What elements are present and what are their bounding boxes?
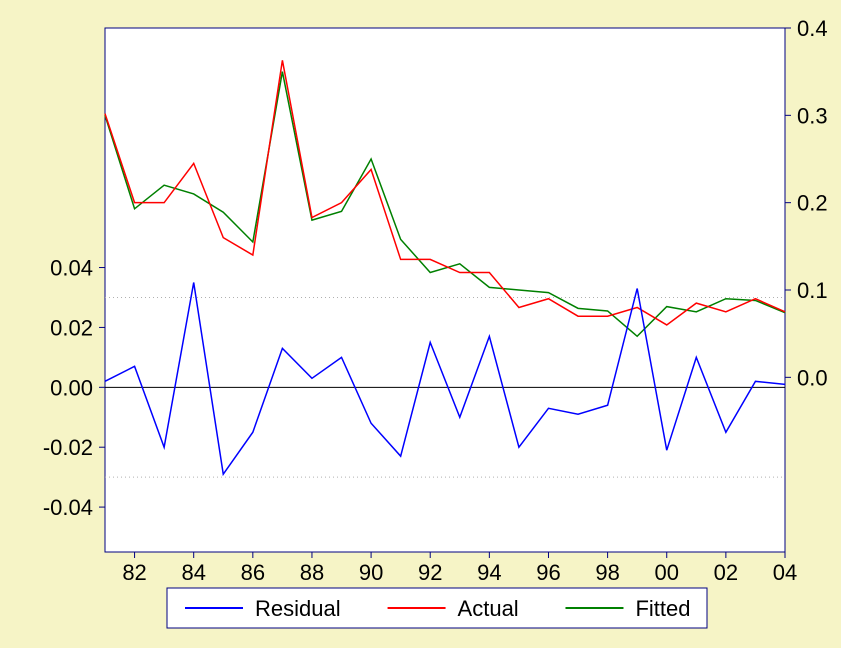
- x-axis-label: 94: [477, 560, 501, 585]
- legend-label: Residual: [255, 596, 341, 621]
- x-axis-label: 96: [536, 560, 560, 585]
- x-axis-label: 82: [122, 560, 146, 585]
- x-axis-label: 98: [595, 560, 619, 585]
- left-axis-label: -0.02: [43, 435, 93, 460]
- x-axis-label: 00: [654, 560, 678, 585]
- x-axis-label: 90: [359, 560, 383, 585]
- x-axis-label: 84: [181, 560, 205, 585]
- left-axis-label: 0.02: [50, 315, 93, 340]
- left-axis-label: 0.04: [50, 256, 93, 281]
- x-axis-label: 04: [773, 560, 797, 585]
- plot-area: [105, 28, 785, 552]
- right-axis-label: 0.0: [797, 365, 828, 390]
- left-axis-label: -0.04: [43, 495, 93, 520]
- right-axis-label: 0.2: [797, 191, 828, 216]
- legend-label: Actual: [458, 596, 519, 621]
- right-axis-label: 0.1: [797, 278, 828, 303]
- right-axis-label: 0.4: [797, 16, 828, 41]
- x-axis-label: 02: [714, 560, 738, 585]
- chart-container: 0.0 0.1 0.2 0.3 0.4 -0.04 -0.02 0.00 0.02 0.04 82 8…: [0, 0, 841, 648]
- legend-label: Fitted: [635, 596, 690, 621]
- x-axis-label: 88: [300, 560, 324, 585]
- x-axis-label: 86: [241, 560, 265, 585]
- x-axis-label: 92: [418, 560, 442, 585]
- right-axis-label: 0.3: [797, 103, 828, 128]
- left-axis-label: 0.00: [50, 375, 93, 400]
